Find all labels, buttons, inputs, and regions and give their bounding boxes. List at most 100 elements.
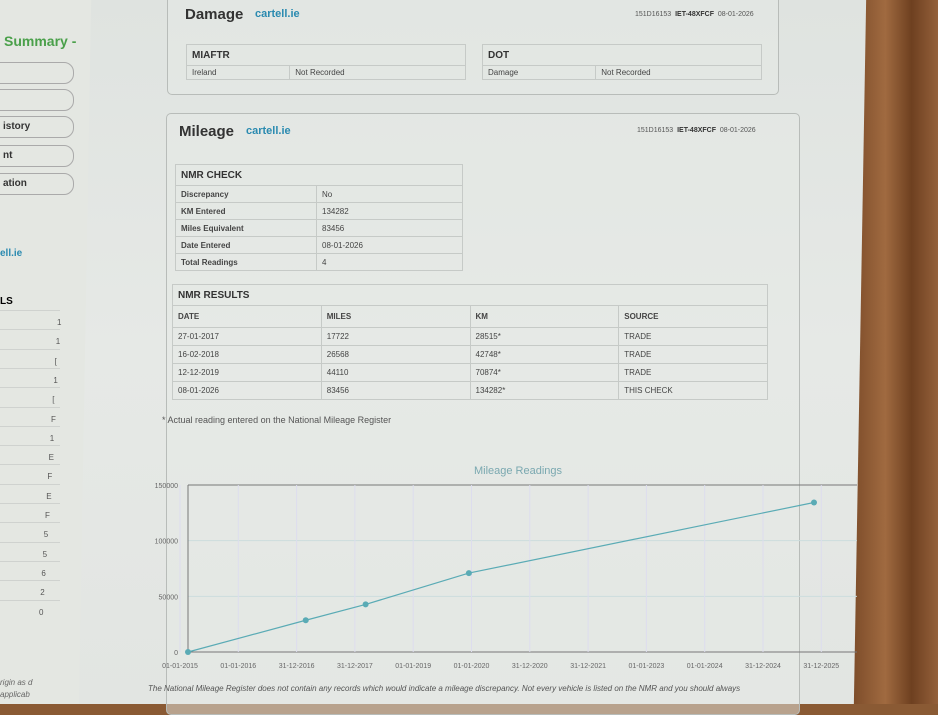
- y-tick-label: 0: [174, 650, 178, 657]
- data-point: [465, 570, 472, 577]
- footer-text: rigin as d: [0, 678, 33, 687]
- row-value: 4: [316, 253, 463, 271]
- brand-logo: cartell.ie: [246, 125, 291, 137]
- pill: nt: [0, 145, 74, 167]
- x-tick-label: 31-12-2017: [337, 663, 373, 670]
- divider: [0, 503, 60, 504]
- header-row: DATE MILES KM SOURCE: [172, 305, 768, 328]
- table-row: KM Entered 134282: [175, 202, 463, 220]
- cell-value: 1: [49, 433, 55, 443]
- table-cell: 12-12-2019: [172, 363, 322, 382]
- divider: [0, 310, 60, 311]
- mileage-chart: Mileage Readings 0 50000 100000 150000 01-01-…: [155, 465, 857, 670]
- footer-text: applicab: [0, 690, 30, 699]
- table-cell: 70874*: [469, 363, 620, 382]
- x-tick-label: 01-01-2024: [687, 663, 723, 670]
- table-cell: 42748*: [469, 345, 620, 364]
- data-point: [302, 617, 309, 624]
- table-cell: TRADE: [618, 345, 768, 364]
- row-label: Discrepancy: [175, 185, 317, 203]
- divider: [0, 445, 60, 447]
- footnote: * Actual reading entered on the National…: [162, 415, 392, 425]
- table-row: 27-01-2017 17722 28515* TRADE: [172, 327, 768, 346]
- table-cell: TRADE: [618, 327, 768, 346]
- column-header: SOURCE: [618, 305, 768, 328]
- divider: [0, 522, 60, 524]
- brand-logo: cartell.ie: [255, 8, 300, 20]
- row-value: 83456: [316, 219, 463, 237]
- table-cell: THIS CHECK: [618, 381, 768, 400]
- x-tick-label: 31-12-2021: [570, 663, 606, 670]
- x-tick-label: 31-12-2024: [745, 663, 781, 670]
- table-cell: 44110: [320, 363, 471, 382]
- pill: istory: [0, 116, 74, 138]
- mileage-section: Mileage cartell.ie 151D16153 IET-48XFCF …: [166, 113, 800, 715]
- dot-table: DOT Damage Not Recorded: [481, 44, 762, 80]
- y-tick-label: 100000: [155, 539, 178, 546]
- report-meta: 151D16153 IET-48XFCF 08-01-2026: [635, 11, 754, 18]
- row-label: Miles Equivalent: [175, 219, 317, 237]
- series-line: [187, 501, 815, 653]
- table-row: 16-02-2018 26568 42748* TRADE: [172, 345, 768, 364]
- divider: [0, 406, 60, 408]
- column-header: MILES: [320, 305, 471, 328]
- table-row: Total Readings 4: [175, 253, 463, 271]
- nmr-results-table: NMR RESULTS DATE MILES KM SOURCE 27-01-2017 1…: [172, 284, 768, 400]
- cell-value: E: [46, 491, 52, 501]
- x-tick-label: 01-01-2016: [220, 663, 256, 670]
- x-tick-label: 01-01-2020: [454, 663, 490, 670]
- cell-value: E: [48, 453, 54, 463]
- table-row: Date Entered 08-01-2026: [175, 236, 463, 254]
- disclaimer: The National Mileage Register does not c…: [148, 684, 741, 693]
- cell-value: 6: [41, 568, 46, 578]
- cell-value: F: [47, 472, 53, 482]
- table-cell: 17722: [320, 327, 471, 346]
- row-label: KM Entered: [175, 202, 317, 220]
- column-header: KM: [469, 305, 620, 328]
- miaftr-table: MIAFTR Ireland Not Recorded: [185, 44, 466, 80]
- damage-section: Damage cartell.ie 151D16153 IET-48XFCF 0…: [167, 0, 779, 95]
- y-tick-label: 150000: [155, 483, 178, 490]
- table-cell: 16-02-2018: [172, 345, 322, 364]
- chart-title: Mileage Readings: [474, 465, 563, 477]
- row-label: Date Entered: [175, 236, 317, 254]
- y-tick-label: 50000: [159, 594, 179, 601]
- divider: [0, 599, 60, 601]
- divider: [0, 580, 60, 582]
- cell-value: F: [45, 511, 50, 520]
- x-tick-label: 01-01-2019: [395, 663, 431, 670]
- x-tick-label: 31-12-2020: [512, 663, 548, 670]
- section-title: Damage: [185, 6, 244, 23]
- divider: [0, 387, 60, 389]
- table-cell: 134282*: [469, 381, 620, 400]
- brand: ell.ie: [0, 248, 23, 259]
- x-tick-label: 31-12-2025: [803, 663, 839, 670]
- row-label: Total Readings: [175, 253, 317, 271]
- nmr-check-table: NMR CHECK Discrepancy No KM Entered 134282 M…: [175, 164, 463, 271]
- table-row: Discrepancy No: [175, 185, 463, 203]
- data-point: [362, 601, 369, 608]
- cell-value: 5: [42, 549, 48, 559]
- table-cell: 28515*: [469, 327, 620, 346]
- table-cell: 08-01-2026: [172, 381, 322, 400]
- table-row: 08-01-2026 83456 134282* THIS CHECK: [172, 381, 768, 400]
- x-tick-label: 01-01-2023: [628, 663, 664, 670]
- pill: [0, 89, 74, 111]
- data-point: [811, 499, 817, 506]
- table-row: Miles Equivalent 83456: [175, 219, 463, 237]
- cell-value: [: [52, 395, 55, 405]
- data-point: [185, 649, 191, 655]
- divider: [0, 464, 60, 466]
- table-row: 12-12-2019 44110 70874* TRADE: [172, 363, 768, 382]
- divider: [0, 348, 60, 350]
- row-value: No: [316, 185, 463, 203]
- row-value: 134282: [316, 202, 463, 220]
- table-cell: 83456: [320, 381, 471, 400]
- cell-value: 1: [55, 337, 61, 347]
- cell-value: 1: [57, 318, 62, 327]
- divider: [0, 560, 60, 562]
- divider: [0, 425, 60, 427]
- divider: [0, 541, 60, 543]
- section-title: Mileage: [179, 123, 235, 140]
- cell-value: 5: [43, 530, 49, 540]
